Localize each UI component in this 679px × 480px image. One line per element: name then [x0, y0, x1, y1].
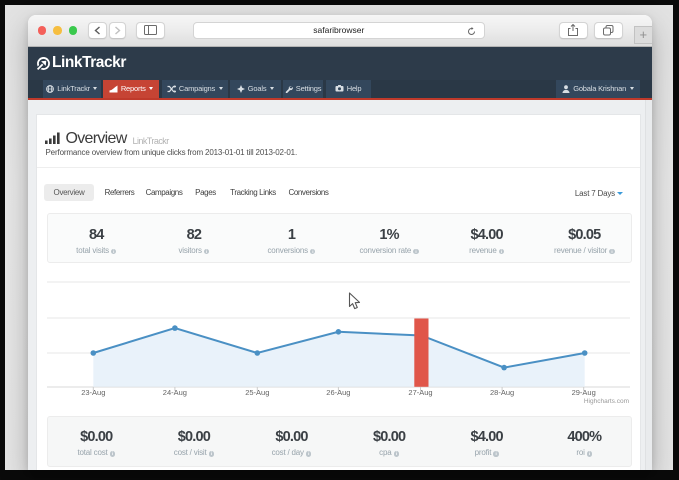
- svg-text:27-Aug: 27-Aug: [408, 388, 432, 397]
- svg-text:24-Aug: 24-Aug: [162, 388, 186, 397]
- svg-text:25-Aug: 25-Aug: [245, 388, 269, 397]
- svg-text:Highcharts.com: Highcharts.com: [583, 398, 628, 405]
- svg-text:23-Aug: 23-Aug: [81, 388, 105, 397]
- svg-text:29-Aug: 29-Aug: [571, 388, 595, 397]
- svg-text:26-Aug: 26-Aug: [326, 388, 350, 397]
- svg-text:28-Aug: 28-Aug: [490, 388, 514, 397]
